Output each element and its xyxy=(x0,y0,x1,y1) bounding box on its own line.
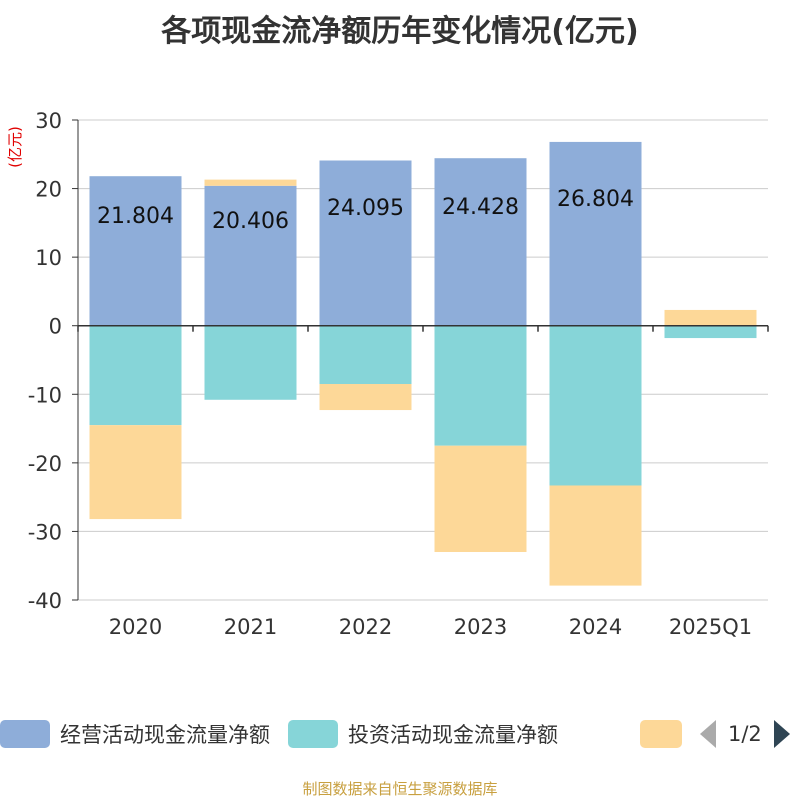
pager-prev-icon[interactable] xyxy=(700,720,716,748)
data-label-2023: 24.428 xyxy=(442,195,519,220)
data-label-2024: 26.804 xyxy=(557,187,634,212)
y-axis-unit-label: (亿元) xyxy=(6,126,24,168)
pager-next-icon[interactable] xyxy=(773,720,790,748)
bar-2024-series-2 xyxy=(549,485,642,586)
y-tick-label: -10 xyxy=(28,383,62,407)
x-tick-label-2021: 2021 xyxy=(224,615,277,639)
legend-item-operating[interactable]: 经营活动现金流量净额 xyxy=(0,719,270,749)
y-tick-label: -40 xyxy=(28,589,62,613)
bar-2023-series-0 xyxy=(434,158,527,326)
y-tick-label: -20 xyxy=(28,452,62,476)
data-label-2022: 24.095 xyxy=(327,196,404,221)
legend-item-financing[interactable] xyxy=(640,720,692,748)
legend-swatch-financing xyxy=(640,720,682,748)
chart-area: 30 20 10 0 -10 -20 -30 -40 (亿元) 21.804 20.406 24.09… xyxy=(6,109,769,639)
legend-label-investing: 投资活动现金流量净额 xyxy=(348,723,558,747)
bar-2020-series-0 xyxy=(89,176,182,326)
bar-2022-series-2 xyxy=(319,384,412,411)
x-tick-label-2025Q1: 2025Q1 xyxy=(669,615,752,639)
y-tick-label: 10 xyxy=(35,246,62,270)
data-label-2021: 20.406 xyxy=(212,209,289,234)
x-tick-label-2020: 2020 xyxy=(109,615,162,639)
data-source-note: 制图数据来自恒生聚源数据库 xyxy=(302,780,498,798)
bar-2021-series-1 xyxy=(204,325,297,400)
bar-2021-series-2 xyxy=(204,179,297,186)
x-tick-label-2023: 2023 xyxy=(454,615,507,639)
pager-text: 1/2 xyxy=(728,722,762,746)
bar-2020-series-2 xyxy=(89,425,182,520)
bar-2022-series-1 xyxy=(319,325,412,384)
y-tick-label: 30 xyxy=(35,109,62,133)
legend-item-investing[interactable]: 投资活动现金流量净额 xyxy=(288,719,558,749)
legend-swatch-operating xyxy=(0,720,50,748)
bar-2025Q1-series-2 xyxy=(664,309,757,326)
x-tick-label-2024: 2024 xyxy=(569,615,622,639)
bar-2021-series-0 xyxy=(204,185,297,326)
x-tick-label-2022: 2022 xyxy=(339,615,392,639)
bar-2020-series-1 xyxy=(89,325,182,426)
y-tick-label: 0 xyxy=(49,315,62,339)
chart-title: 各项现金流净额历年变化情况(亿元) xyxy=(161,14,639,49)
legend-label-operating: 经营活动现金流量净额 xyxy=(60,723,270,747)
bar-2022-series-0 xyxy=(319,160,412,326)
bar-2024-series-0 xyxy=(549,141,642,326)
data-label-2020: 21.804 xyxy=(97,204,174,229)
legend-pager: 1/2 xyxy=(700,720,790,748)
bar-2025Q1-series-1 xyxy=(664,325,757,339)
bar-2023-series-2 xyxy=(434,445,527,552)
y-tick-label: 20 xyxy=(35,178,62,202)
legend-swatch-investing xyxy=(288,720,338,748)
y-tick-label: -30 xyxy=(28,520,62,544)
legend: 经营活动现金流量净额 投资活动现金流量净额 1/2 xyxy=(0,716,800,752)
bar-2024-series-1 xyxy=(549,325,642,486)
bar-2023-series-1 xyxy=(434,325,527,446)
